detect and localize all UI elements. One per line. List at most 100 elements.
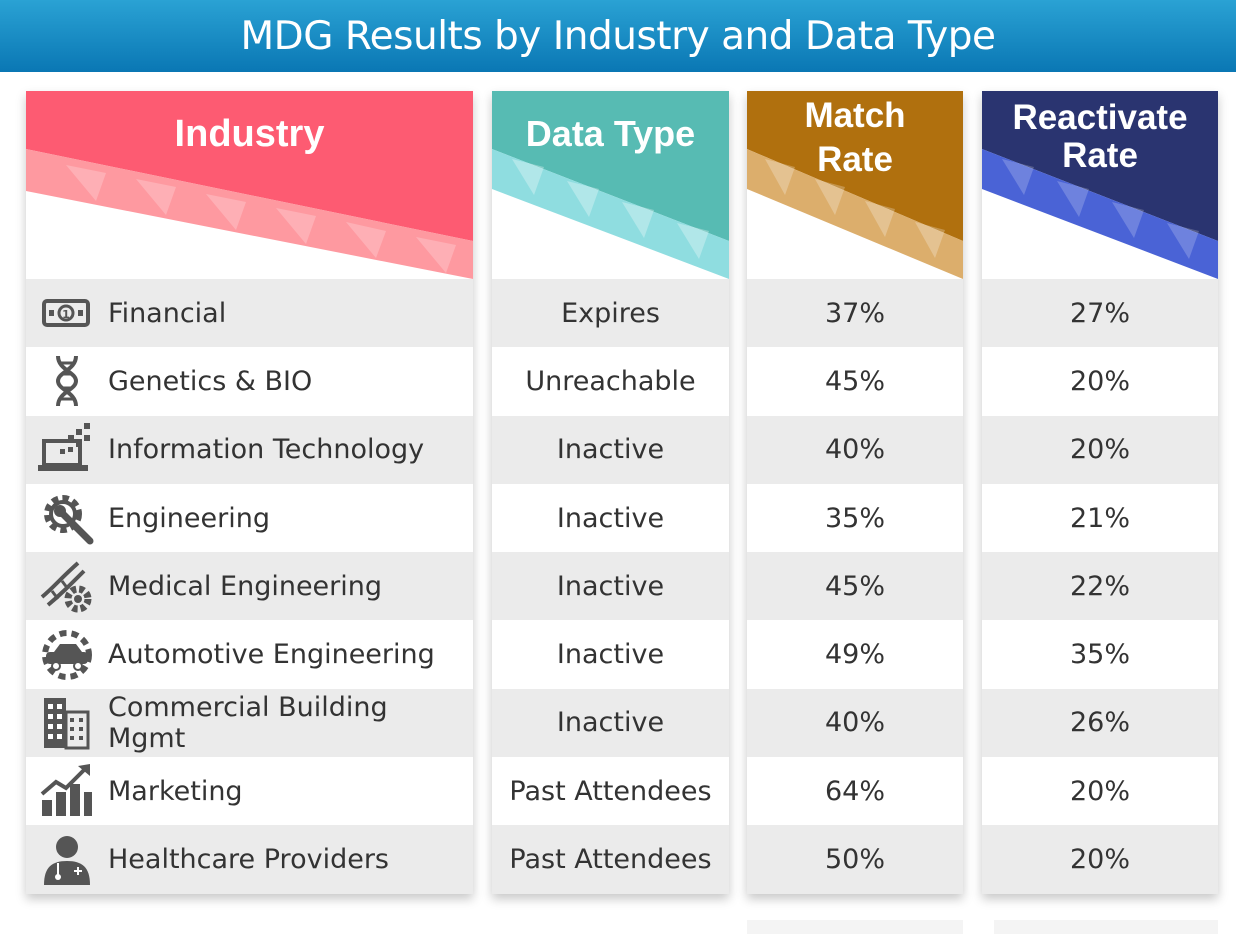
building-icon [38, 694, 96, 752]
match-rate-header-line1: Match [804, 96, 906, 135]
match-rate-cell-text: 49% [824, 639, 885, 671]
reactivate-rate-cell: 20% [982, 415, 1218, 484]
data-type-header-bg [492, 91, 729, 279]
reactivate-rate-header-bg [982, 91, 1218, 279]
match-rate-cell-text: 45% [824, 365, 885, 397]
industry-label: Information Technology [108, 434, 425, 466]
reactivate-rate-cell-text: 35% [1069, 639, 1130, 671]
match-rate-cell: 40% [747, 415, 963, 484]
industry-cell: Marketing [26, 757, 473, 826]
data-type-cell-text: Past Attendees [509, 775, 712, 807]
match-rate-cell: 35% [747, 483, 963, 553]
industry-label: Genetics & BIO [108, 365, 313, 397]
reactivate-rate-cell-text: 20% [1069, 434, 1130, 466]
reactivate-rate-cell: 21% [982, 483, 1218, 553]
shadow-strip [747, 920, 963, 934]
match-rate-header-bg [747, 91, 963, 279]
match-rate-cell: 64% [747, 757, 963, 826]
industry-header-bg [26, 91, 473, 279]
match-rate-cell-text: 45% [824, 570, 885, 602]
svg-text:1: 1 [62, 308, 70, 321]
data-type-header: Data Type [492, 91, 729, 279]
reactivate-rate-cell-text: 20% [1069, 365, 1130, 397]
laptop-pixels-icon [38, 421, 96, 479]
data-type-cell-text: Past Attendees [509, 844, 712, 876]
industry-rows: 1 Financial Genetics & BIO Information Tech… [26, 279, 473, 894]
data-type-cell-text: Unreachable [525, 365, 696, 397]
data-type-cell-text: Inactive [556, 434, 665, 466]
shadow-strip [994, 920, 1218, 934]
industry-label: Marketing [108, 775, 243, 807]
data-type-cell-text: Inactive [556, 707, 665, 739]
match-rate-cell-text: 37% [824, 297, 885, 329]
reactivate-rate-rows: 27% 20% 20% 21% 22% 35% 26% 20% 20% [982, 279, 1218, 894]
data-type-cell: Inactive [492, 552, 729, 621]
reactivate-rate-cell-text: 20% [1069, 844, 1130, 876]
doctor-icon [38, 831, 96, 889]
reactivate-rate-header: Reactivate Rate [982, 91, 1218, 279]
industry-cell: Healthcare Providers [26, 825, 473, 894]
growth-chart-icon [38, 762, 96, 820]
match-rate-cell: 50% [747, 825, 963, 894]
data-type-cell: Inactive [492, 620, 729, 689]
industry-column: Industry 1 Financial Genetics & BIO Informa… [26, 91, 473, 894]
data-type-cell: Unreachable [492, 347, 729, 416]
data-type-column: Data Type Expires Unreachable Inactive Inac… [492, 91, 729, 894]
reactivate-rate-cell-text: 20% [1069, 775, 1130, 807]
data-type-cell: Inactive [492, 415, 729, 484]
match-rate-column: Match Rate 37% 45% 40% 35% 45% 49% 40% 64% 50% [747, 91, 963, 894]
industry-label: Healthcare Providers [108, 844, 389, 876]
title-bar: MDG Results by Industry and Data Type [0, 0, 1236, 72]
match-rate-cell: 49% [747, 620, 963, 689]
reactivate-rate-cell: 27% [982, 279, 1218, 348]
page-title: MDG Results by Industry and Data Type [240, 13, 996, 59]
data-type-header-label: Data Type [525, 113, 696, 154]
data-type-cell: Inactive [492, 688, 729, 758]
reactivate-rate-cell: 22% [982, 552, 1218, 621]
match-rate-cell: 45% [747, 347, 963, 416]
industry-label: Engineering [108, 502, 270, 534]
match-rate-cell-text: 50% [824, 844, 885, 876]
match-rate-rows: 37% 45% 40% 35% 45% 49% 40% 64% 50% [747, 279, 963, 894]
data-type-cell: Inactive [492, 483, 729, 553]
industry-label: Financial [108, 297, 227, 329]
industry-label: Commercial Building Mgmt [108, 691, 388, 754]
dna-gear-icon [38, 557, 96, 615]
reactivate-rate-column: Reactivate Rate 27% 20% 20% 21% 22% 35% 26% 20%… [982, 91, 1218, 894]
car-gear-icon [38, 626, 96, 684]
data-type-cell-text: Inactive [556, 502, 665, 534]
data-type-rows: Expires Unreachable Inactive Inactive Inacti… [492, 279, 729, 894]
reactivate-rate-cell-text: 21% [1069, 502, 1130, 534]
gear-wrench-icon [38, 489, 96, 547]
match-rate-cell-text: 40% [824, 434, 885, 466]
data-type-cell-text: Inactive [556, 639, 665, 671]
reactivate-rate-cell-text: 27% [1069, 297, 1130, 329]
match-rate-cell-text: 40% [824, 707, 885, 739]
reactivate-rate-cell: 20% [982, 347, 1218, 416]
data-type-cell: Past Attendees [492, 825, 729, 894]
industry-cell: Genetics & BIO [26, 347, 473, 416]
match-rate-header-line2: Rate [817, 140, 893, 179]
data-type-cell: Past Attendees [492, 757, 729, 826]
industry-label: Medical Engineering [108, 570, 383, 602]
match-rate-cell: 40% [747, 688, 963, 758]
match-rate-cell: 45% [747, 552, 963, 621]
reactivate-rate-cell: 20% [982, 757, 1218, 826]
reactivate-rate-cell: 20% [982, 825, 1218, 894]
reactivate-rate-cell-text: 26% [1069, 707, 1130, 739]
industry-cell: Commercial Building Mgmt [26, 688, 473, 758]
industry-cell: Information Technology [26, 415, 473, 484]
industry-cell: Automotive Engineering [26, 620, 473, 689]
data-type-cell-text: Inactive [556, 570, 665, 602]
industry-cell: Engineering [26, 483, 473, 553]
reactivate-rate-header-line1: Reactivate [1012, 98, 1188, 137]
industry-cell: 1 Financial [26, 279, 473, 348]
match-rate-cell: 37% [747, 279, 963, 348]
dna-icon [38, 352, 96, 410]
reactivate-rate-header-line2: Rate [1062, 136, 1138, 175]
reactivate-rate-cell: 26% [982, 688, 1218, 758]
reactivate-rate-cell: 35% [982, 620, 1218, 689]
match-rate-cell-text: 64% [824, 775, 885, 807]
match-rate-header: Match Rate [747, 91, 963, 279]
industry-cell: Medical Engineering [26, 552, 473, 621]
